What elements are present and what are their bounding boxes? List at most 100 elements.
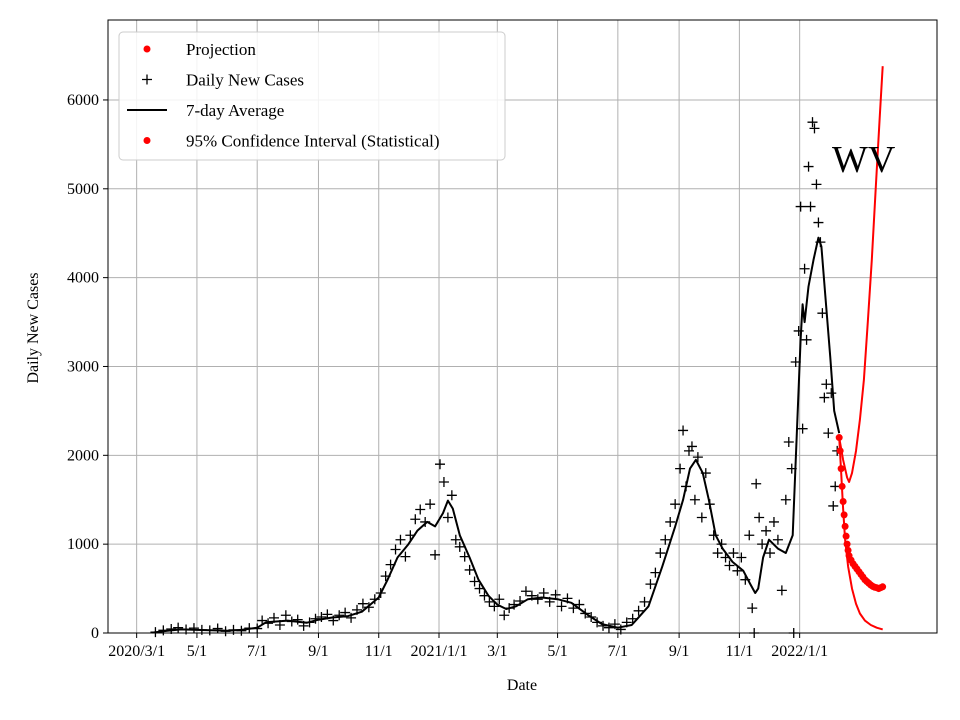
data-point xyxy=(351,604,362,615)
data-point xyxy=(815,237,826,248)
data-point xyxy=(747,603,758,614)
data-point xyxy=(757,539,768,550)
legend-label: Projection xyxy=(186,40,256,59)
data-point xyxy=(390,544,401,555)
x-tick-label: 11/1 xyxy=(365,643,393,660)
data-point xyxy=(252,623,263,634)
data-point xyxy=(805,201,816,212)
data-point xyxy=(621,617,632,628)
data-point xyxy=(639,596,650,607)
data-point xyxy=(515,596,526,607)
data-point xyxy=(799,263,810,274)
state-annotation: WV xyxy=(832,139,896,181)
data-point xyxy=(574,599,585,610)
data-point xyxy=(369,594,380,605)
series-line xyxy=(838,437,883,631)
data-point xyxy=(821,379,832,390)
legend-label: 95% Confidence Interval (Statistical) xyxy=(186,132,440,151)
y-tick-label: 4000 xyxy=(67,270,99,287)
data-point xyxy=(257,615,268,626)
data-point xyxy=(464,564,475,575)
data-point xyxy=(316,612,327,623)
data-point xyxy=(322,609,333,620)
x-tick-label: 9/1 xyxy=(308,643,328,660)
data-point xyxy=(720,552,731,563)
data-point xyxy=(728,548,739,559)
data-point xyxy=(724,560,735,571)
data-point xyxy=(469,576,480,587)
y-tick-label: 6000 xyxy=(67,92,99,109)
data-point xyxy=(580,608,591,619)
data-point xyxy=(173,622,184,633)
data-point xyxy=(263,618,274,629)
data-point xyxy=(405,530,416,541)
data-point xyxy=(346,612,357,623)
series-daily-new-cases xyxy=(150,117,843,638)
data-point xyxy=(268,612,279,623)
data-point xyxy=(459,551,470,562)
data-point xyxy=(765,548,776,559)
data-point xyxy=(761,525,772,536)
data-point xyxy=(357,598,368,609)
data-point xyxy=(786,463,797,474)
data-point xyxy=(304,617,315,628)
data-point xyxy=(592,617,603,628)
data-point xyxy=(538,588,549,599)
data-point xyxy=(410,514,421,525)
x-tick-label: 2020/3/1 xyxy=(108,643,165,660)
projection-point xyxy=(835,434,843,442)
data-point xyxy=(809,123,820,134)
data-point xyxy=(708,530,719,541)
data-point xyxy=(446,490,457,501)
data-point xyxy=(830,481,841,492)
data-point xyxy=(363,602,374,613)
y-tick-label: 0 xyxy=(91,625,99,642)
data-point xyxy=(828,500,839,511)
series-95-confidence-interval-lower xyxy=(838,437,883,631)
y-tick-label: 3000 xyxy=(67,358,99,375)
data-point xyxy=(689,494,700,505)
x-tick-label: 7/1 xyxy=(247,643,267,660)
data-point xyxy=(438,476,449,487)
data-point xyxy=(474,583,485,594)
data-point xyxy=(797,423,808,434)
data-point xyxy=(562,593,573,604)
data-point xyxy=(150,627,161,638)
data-point xyxy=(807,117,818,128)
data-point xyxy=(783,436,794,447)
data-point xyxy=(550,589,561,600)
x-tick-label: 3/1 xyxy=(487,643,507,660)
data-point xyxy=(645,579,656,590)
x-tick-label: 9/1 xyxy=(669,643,689,660)
data-point xyxy=(425,499,436,510)
series-line xyxy=(838,66,884,483)
data-point xyxy=(609,619,620,630)
data-point xyxy=(826,388,837,399)
x-tick-label: 2021/1/1 xyxy=(411,643,468,660)
data-point xyxy=(675,463,686,474)
data-point xyxy=(286,616,297,627)
data-point xyxy=(340,607,351,618)
x-tick-label: 7/1 xyxy=(608,643,628,660)
data-point xyxy=(768,516,779,527)
data-point xyxy=(499,610,510,621)
data-point xyxy=(586,612,597,623)
data-point xyxy=(479,590,490,601)
data-point xyxy=(380,571,391,582)
data-point xyxy=(790,357,801,368)
data-point xyxy=(795,201,806,212)
x-tick-label: 11/1 xyxy=(725,643,753,660)
data-point xyxy=(415,504,426,515)
plot-frame xyxy=(107,19,938,634)
data-point xyxy=(434,459,445,470)
data-point xyxy=(298,620,309,631)
data-point xyxy=(556,601,567,612)
data-point xyxy=(627,613,638,624)
data-point xyxy=(819,392,830,403)
data-point xyxy=(736,552,747,563)
projection-point xyxy=(879,583,887,591)
data-point xyxy=(751,478,762,489)
data-point xyxy=(811,179,822,190)
legend-label: 7-day Average xyxy=(186,101,284,120)
